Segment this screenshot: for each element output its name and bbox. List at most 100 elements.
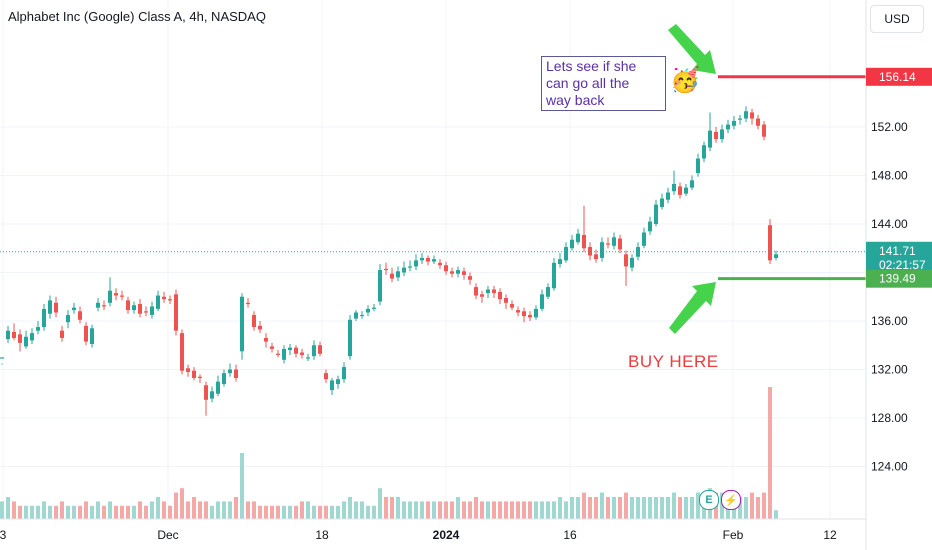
volume-bar — [750, 492, 754, 519]
candle-body — [432, 259, 436, 262]
volume-bar — [636, 497, 640, 519]
volume-bar — [468, 501, 472, 519]
candle-body — [150, 306, 154, 315]
candle-body — [684, 187, 688, 194]
candle-body — [390, 273, 394, 279]
volume-bar — [0, 501, 4, 519]
volume-bar — [66, 505, 70, 519]
x-tick-label: 12 — [823, 528, 837, 542]
volume-bar — [456, 497, 460, 519]
candle-body — [612, 237, 616, 246]
volume-bar — [300, 501, 304, 519]
volume-bar — [642, 497, 646, 519]
candle-body — [84, 325, 88, 342]
candle-body — [240, 296, 244, 352]
note-annotation[interactable]: Lets see if she can go all the way back — [541, 56, 666, 111]
volume-bar — [108, 501, 112, 519]
candle-body — [186, 368, 190, 372]
candle-body — [120, 295, 124, 297]
dividend-lightning-icon[interactable]: ⚡ — [721, 490, 741, 510]
volume-bar — [744, 497, 748, 519]
volume-bar — [114, 505, 118, 519]
volume-bar — [648, 497, 652, 519]
volume-bar — [60, 501, 64, 519]
x-tick-label: 16 — [563, 528, 577, 542]
volume-bar — [630, 497, 634, 519]
candle-body — [768, 225, 772, 261]
volume-bar — [576, 497, 580, 519]
candle-body — [558, 259, 562, 265]
candle-body — [750, 112, 754, 119]
candle-body — [702, 145, 706, 159]
volume-bar — [444, 501, 448, 519]
candle-body — [264, 337, 268, 342]
party-face-icon: 🥳 — [670, 67, 700, 94]
volume-bar — [528, 501, 532, 519]
volume-bar — [480, 501, 484, 519]
volume-bar — [504, 501, 508, 519]
countdown-label: 02:21:57 — [879, 258, 926, 272]
candle-body — [420, 257, 424, 261]
volume-bar — [522, 501, 526, 519]
candle-body — [486, 289, 490, 294]
candle-body — [630, 257, 634, 268]
volume-bar — [414, 501, 418, 519]
candle-body — [696, 158, 700, 174]
volume-bar — [516, 501, 520, 519]
volume-bar — [408, 501, 412, 519]
arrow-to-target-icon — [668, 24, 716, 74]
volume-bar — [84, 501, 88, 519]
volume-bar — [426, 501, 430, 519]
candle-body — [156, 295, 160, 309]
volume-bar — [150, 501, 154, 519]
candle-body — [360, 314, 364, 316]
volume-bar — [384, 497, 388, 519]
candle-body — [678, 186, 682, 195]
candle-body — [642, 232, 646, 246]
y-tick-label: 128.00 — [871, 411, 908, 425]
candle-body — [66, 314, 70, 323]
volume-bar — [756, 497, 760, 519]
volume-bar — [624, 492, 628, 519]
volume-bar — [78, 505, 82, 519]
volume-bar — [24, 505, 28, 519]
volume-bar — [360, 501, 364, 519]
volume-bar — [234, 497, 238, 519]
candle-body — [594, 254, 598, 260]
currency-button[interactable]: USD — [870, 5, 924, 33]
candle-body — [102, 305, 106, 307]
volume-bar — [282, 505, 286, 519]
volume-bar — [612, 497, 616, 519]
candle-body — [210, 391, 214, 399]
earnings-badge[interactable]: E — [699, 490, 719, 510]
volume-bar — [582, 492, 586, 519]
volume-bar — [378, 488, 382, 519]
volume-bar — [186, 501, 190, 519]
volume-bar — [672, 492, 676, 519]
candle-body — [324, 373, 328, 380]
candle-body — [732, 120, 736, 126]
candle-body — [720, 129, 724, 140]
buy-price-label: 139.49 — [879, 272, 916, 286]
candle-body — [276, 353, 280, 355]
volume-bar — [324, 505, 328, 519]
candle-body — [444, 265, 448, 272]
candle-body — [426, 257, 430, 262]
candle-body — [474, 287, 478, 296]
candle-body — [534, 308, 538, 318]
volume-bar — [588, 497, 592, 519]
volume-bar — [174, 492, 178, 519]
volume-bar — [552, 501, 556, 519]
y-tick-label: 152.00 — [871, 120, 908, 134]
volume-bar — [102, 505, 106, 519]
candle-body — [108, 290, 112, 303]
candle-body — [690, 180, 694, 188]
volume-bar — [600, 492, 604, 519]
candle-body — [132, 305, 136, 311]
volume-bar — [90, 505, 94, 519]
candle-body — [60, 330, 64, 338]
candle-body — [744, 111, 748, 119]
volume-bar — [198, 501, 202, 519]
